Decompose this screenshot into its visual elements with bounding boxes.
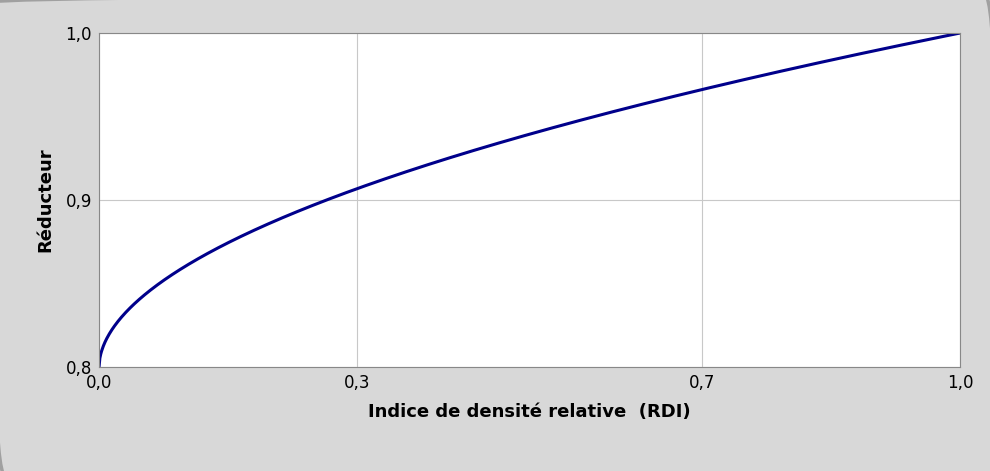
X-axis label: Indice de densité relative  (RDI): Indice de densité relative (RDI) (368, 404, 691, 422)
Y-axis label: Réducteur: Réducteur (37, 148, 54, 252)
